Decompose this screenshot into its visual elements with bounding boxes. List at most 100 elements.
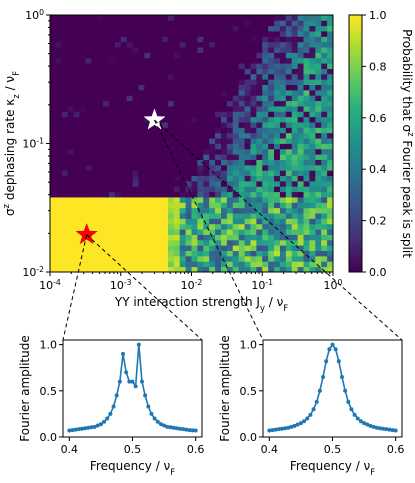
heatmap-cell [173, 213, 181, 219]
heatmap-cell [238, 245, 245, 251]
heatmap-cell [232, 261, 240, 268]
heatmap-cell [91, 266, 98, 273]
heatmap-cell [191, 266, 198, 273]
heatmap-cell [297, 132, 304, 139]
heatmap-cell [73, 191, 80, 198]
heatmap-cell [197, 89, 204, 96]
heatmap-cell [191, 132, 198, 139]
heatmap-cell [79, 143, 86, 150]
heatmap-cell [138, 197, 145, 203]
heatmap-cell [85, 95, 92, 102]
heatmap-cell [274, 20, 281, 27]
heatmap-cell [274, 175, 281, 182]
heatmap-cell [327, 255, 334, 262]
heatmap-cell [279, 148, 287, 155]
heatmap-cell [85, 116, 92, 123]
heatmap-cell [156, 170, 163, 177]
heatmap-cell [226, 68, 234, 75]
heatmap-cell [103, 47, 110, 53]
heatmap-cell [285, 25, 293, 32]
heatmap-cell [126, 143, 133, 150]
heatmap-cell [303, 180, 310, 187]
heatmap-cell [268, 197, 275, 203]
heatmap-cell [173, 116, 181, 123]
heatmap-cell [108, 127, 116, 134]
heatmap-cell [203, 255, 210, 262]
heatmap-cell [79, 89, 86, 96]
heatmap-cell [262, 143, 269, 150]
heatmap-cell [79, 213, 86, 219]
heatmap-cell [108, 116, 116, 123]
heatmap-cell [238, 202, 245, 209]
heatmap-cell [238, 84, 245, 91]
heatmap-cell [274, 116, 281, 123]
heatmap-cell [268, 229, 275, 235]
heatmap-cell [67, 52, 74, 59]
heatmap-cell [197, 255, 204, 262]
heatmap-cell [215, 223, 222, 230]
heatmap-cell [197, 25, 204, 32]
heatmap-cell [179, 245, 187, 251]
heatmap-cell [262, 245, 269, 251]
heatmap-cell [274, 15, 281, 21]
heatmap-cell [167, 36, 175, 43]
heatmap-cell [55, 186, 63, 193]
heatmap-cell [79, 36, 86, 43]
heatmap-cell [108, 52, 116, 59]
heatmap-cell [297, 234, 304, 241]
heatmap-cell [244, 154, 251, 160]
heatmap-cell [215, 218, 222, 225]
heatmap-cell [232, 52, 240, 59]
heatmap-cell [327, 239, 334, 246]
heatmap-cell [55, 41, 63, 48]
heatmap-cell [279, 36, 287, 43]
heatmap-cell [250, 143, 257, 150]
heatmap-cell [244, 218, 251, 225]
heatmap-cell [268, 250, 275, 257]
heatmap-cell [309, 52, 316, 59]
heatmap-cell [156, 47, 163, 53]
heatmap-cell [238, 100, 245, 107]
heatmap-cell [91, 84, 98, 91]
heatmap-cell [250, 186, 257, 193]
heatmap-cell [203, 127, 210, 134]
heatmap-cell [85, 218, 92, 225]
inset-data-point [327, 347, 332, 352]
heatmap-cell [220, 132, 228, 139]
inset-data-point [355, 416, 360, 421]
heatmap-cell [132, 89, 139, 96]
heatmap-cell [291, 84, 299, 91]
heatmap-cell [321, 186, 328, 193]
heatmap-cell [132, 197, 139, 203]
inset-data-point [152, 416, 157, 421]
heatmap-cell [327, 245, 334, 251]
heatmap-cell [256, 202, 263, 209]
heatmap-cell [291, 138, 299, 144]
heatmap-cell [132, 261, 139, 268]
heatmap-cell [167, 15, 175, 21]
heatmap-cell [144, 73, 151, 80]
heatmap-cell [197, 213, 204, 219]
heatmap-cell [150, 207, 157, 214]
heatmap-cell [262, 250, 269, 257]
heatmap-cell [162, 202, 169, 209]
heatmap-cell [150, 89, 157, 96]
heatmap-cell [61, 266, 69, 273]
heatmap-cell [138, 164, 145, 171]
heatmap-cell [232, 143, 240, 150]
heatmap-cell [209, 47, 216, 53]
heatmap-cell [209, 20, 216, 27]
heatmap-cell [303, 213, 310, 219]
heatmap-cell [268, 63, 275, 69]
heatmap-cell [67, 106, 74, 112]
heatmap-cell [220, 154, 228, 160]
heatmap-cell [108, 138, 116, 144]
heatmap-cell [156, 191, 163, 198]
heatmap-cell [162, 218, 169, 225]
heatmap-cell [285, 122, 293, 128]
heatmap-cell [114, 47, 122, 53]
heatmap-cell [108, 79, 116, 85]
heatmap-cell [55, 229, 63, 235]
heatmap-cell [197, 207, 204, 214]
heatmap-cell [191, 261, 198, 268]
